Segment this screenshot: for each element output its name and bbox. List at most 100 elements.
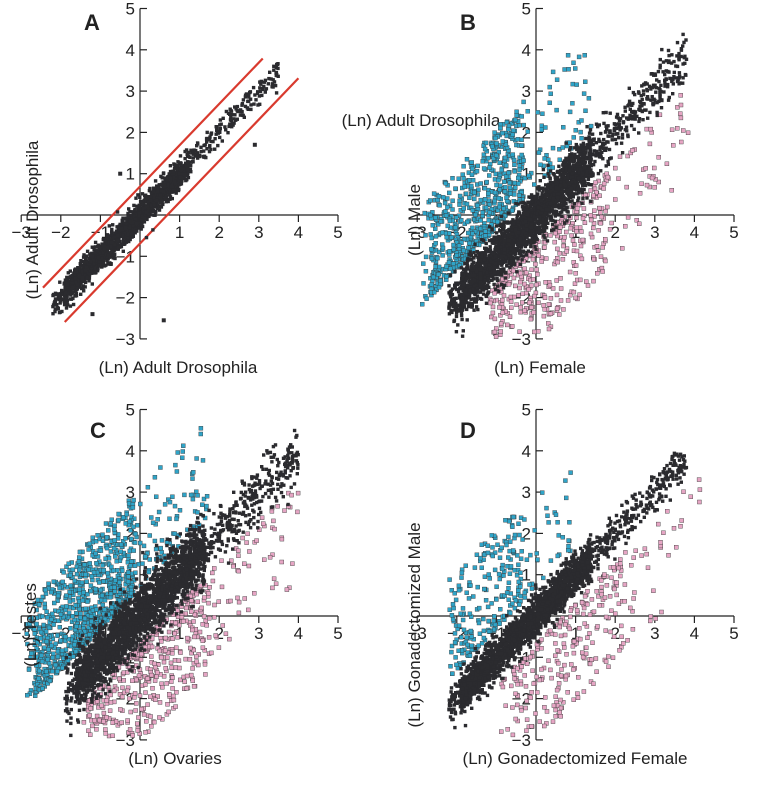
data-point: [75, 270, 78, 273]
data-point: [94, 271, 97, 274]
data-point: [549, 296, 553, 300]
data-point: [230, 125, 233, 128]
data-point: [521, 292, 525, 296]
data-point: [247, 95, 250, 98]
data-point: [515, 303, 519, 307]
data-point: [603, 259, 607, 263]
data-point: [601, 245, 605, 249]
data-point: [645, 127, 649, 131]
data-point: [472, 309, 475, 312]
data-point: [580, 136, 584, 140]
data-point: [85, 276, 88, 279]
data-point: [513, 169, 517, 173]
data-point: [614, 138, 617, 141]
data-point: [586, 284, 590, 288]
data-point: [110, 228, 113, 231]
data-point: [518, 286, 522, 290]
data-point: [601, 270, 605, 274]
data-point: [472, 197, 476, 201]
data-point: [596, 249, 600, 253]
y-tick-label: −3: [116, 330, 135, 349]
x-tick-label: 4: [690, 223, 699, 242]
data-point: [649, 99, 652, 102]
data-point: [626, 215, 630, 219]
data-point: [116, 233, 119, 236]
data-point: [467, 196, 471, 200]
data-point: [523, 267, 527, 271]
data-point: [516, 137, 520, 141]
data-point: [439, 279, 443, 283]
data-point: [156, 207, 159, 210]
data-point: [625, 126, 628, 129]
data-point: [430, 236, 434, 240]
data-point: [517, 293, 521, 297]
data-point: [515, 256, 518, 259]
data-point: [520, 114, 524, 118]
data-point: [644, 108, 647, 111]
data-point: [499, 330, 503, 334]
data-point: [593, 137, 596, 140]
y-tick-label: 1: [126, 165, 135, 184]
data-point: [671, 143, 675, 147]
data-point: [487, 218, 491, 222]
data-point: [585, 196, 588, 199]
data-point: [463, 185, 467, 189]
data-point: [537, 254, 541, 258]
data-point: [672, 60, 675, 63]
data-point: [127, 233, 130, 236]
data-point: [564, 167, 567, 170]
data-point: [472, 191, 476, 195]
data-point: [457, 244, 461, 248]
data-point: [450, 310, 453, 313]
data-point: [122, 221, 125, 224]
data-point: [575, 249, 579, 253]
data-point: [491, 311, 495, 315]
data-point: [582, 92, 586, 96]
data-point: [83, 261, 86, 264]
data-point: [581, 238, 585, 242]
data-point: [209, 133, 212, 136]
data-point: [462, 249, 466, 253]
data-point: [216, 144, 219, 147]
data-point: [154, 210, 157, 213]
data-point: [579, 130, 583, 134]
data-point: [432, 192, 436, 196]
data-point: [608, 227, 612, 231]
data-point: [249, 108, 252, 111]
data-point: [499, 322, 503, 326]
data-point: [493, 199, 497, 203]
data-point: [638, 105, 641, 108]
data-point: [162, 171, 165, 174]
data-point: [517, 123, 521, 127]
data-point: [662, 90, 665, 93]
data-point: [171, 197, 174, 200]
data-point: [533, 245, 536, 248]
data-point: [546, 158, 550, 162]
data-point: [65, 290, 68, 293]
data-point: [655, 111, 658, 114]
data-point: [520, 153, 524, 157]
data-point: [497, 290, 500, 293]
data-point: [529, 317, 533, 321]
data-point: [506, 221, 509, 224]
data-point: [497, 196, 501, 200]
data-point: [124, 227, 127, 230]
data-point: [432, 290, 436, 294]
data-point: [486, 156, 490, 160]
data-point: [488, 166, 492, 170]
data-point: [252, 102, 255, 105]
data-point: [540, 230, 543, 233]
data-point: [579, 230, 583, 234]
data-point: [436, 256, 440, 260]
data-point: [549, 233, 553, 237]
data-point: [665, 162, 669, 166]
data-point: [448, 267, 452, 271]
data-point: [109, 244, 112, 247]
x-tick-label: 5: [333, 223, 342, 242]
data-point: [464, 192, 468, 196]
data-point: [555, 306, 559, 310]
data-point: [275, 71, 278, 74]
data-point: [178, 176, 181, 179]
